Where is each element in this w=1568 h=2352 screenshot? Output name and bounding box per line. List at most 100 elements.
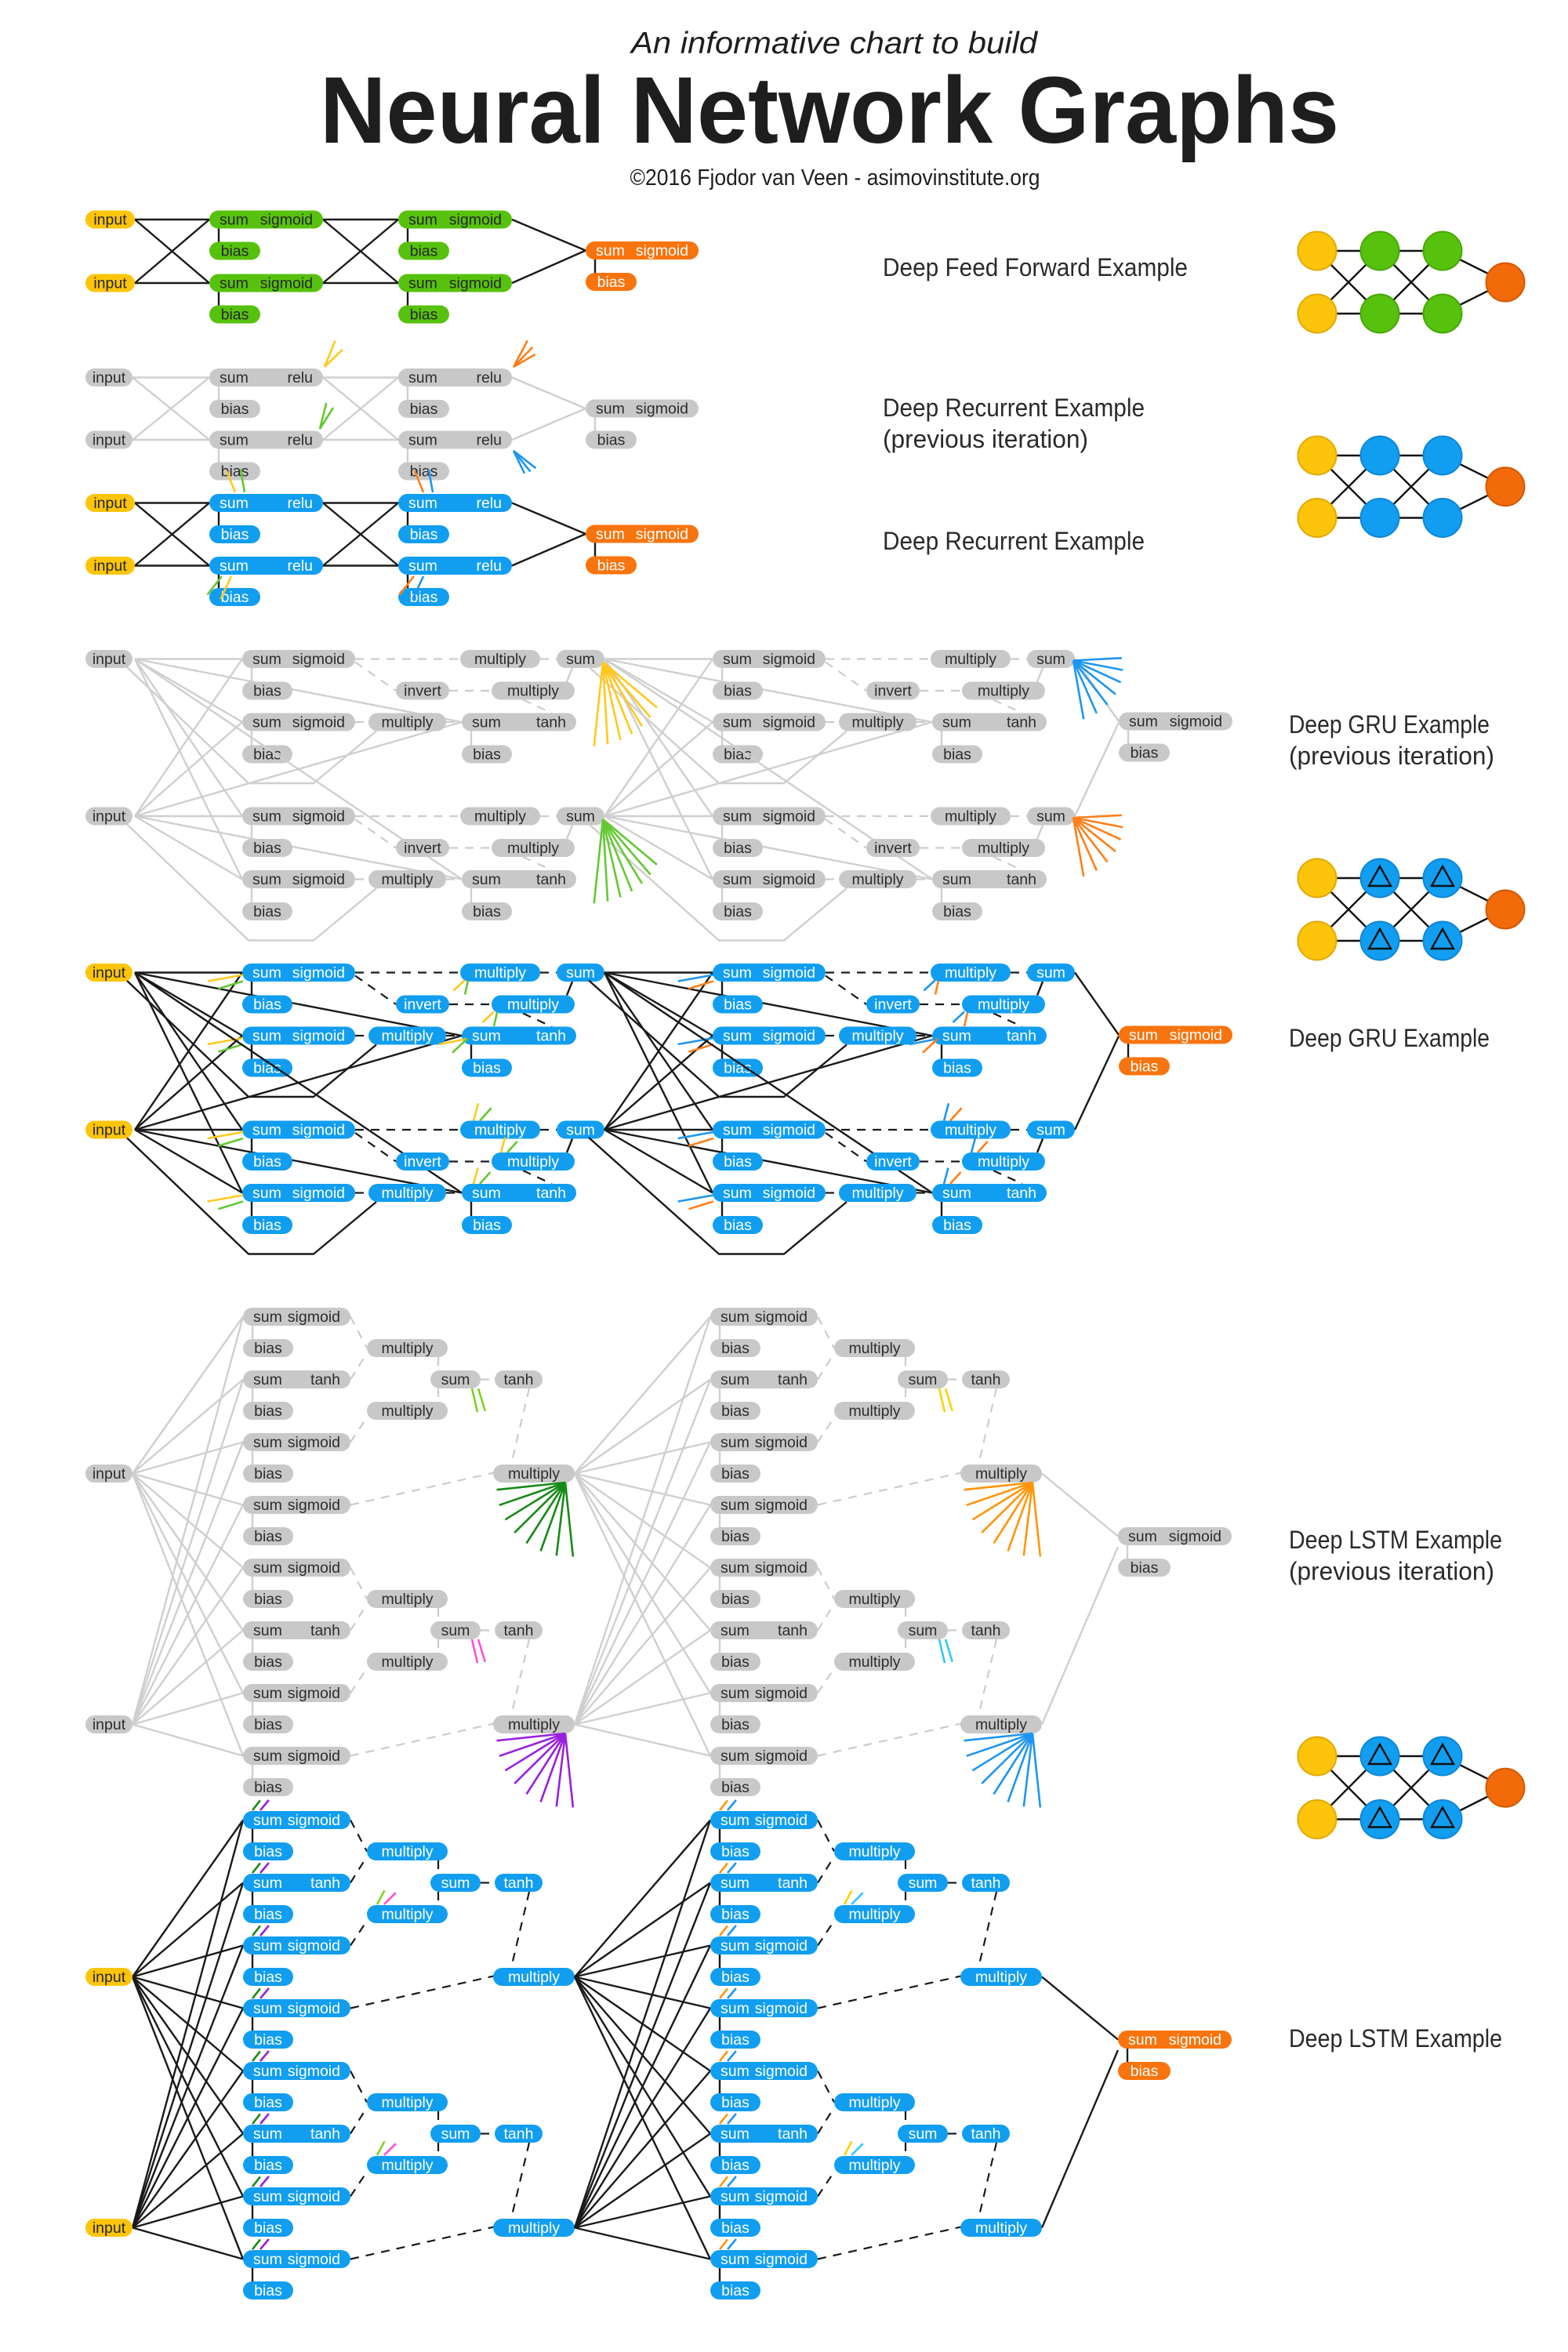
svg-text:sum: sum [408,495,437,512]
svg-text:multiply: multiply [945,964,996,982]
svg-text:tanh: tanh [971,1371,1001,1388]
svg-text:sum: sum [408,275,437,292]
svg-text:sum: sum [253,1371,282,1388]
svg-text:bias: bias [254,2282,282,2299]
svg-text:relu: relu [476,369,502,387]
svg-text:multiply: multiply [975,1716,1027,1733]
svg-text:sigmoid: sigmoid [636,401,688,418]
svg-text:bias: bias [473,903,501,920]
svg-text:multiply: multiply [381,871,433,888]
svg-text:sum: sum [253,2251,282,2268]
svg-text:sum: sum [472,871,501,888]
svg-text:sigmoid: sigmoid [755,2188,808,2205]
svg-text:tanh: tanh [971,2125,1001,2143]
svg-text:sum: sum [723,1122,752,1139]
svg-text:sigmoid: sigmoid [755,1937,808,1955]
svg-text:sum: sum [408,557,437,575]
svg-text:bias: bias [721,2094,750,2111]
svg-text:bias: bias [410,307,438,324]
svg-text:sum: sum [253,1748,282,1765]
svg-text:bias: bias [724,1060,752,1077]
svg-text:invert: invert [404,996,441,1014]
svg-text:sum: sum [1036,964,1065,982]
svg-text:sigmoid: sigmoid [1169,1528,1221,1545]
svg-text:input: input [93,964,126,982]
svg-text:multiply: multiply [978,996,1029,1014]
svg-text:invert: invert [404,1153,441,1171]
svg-text:invert: invert [404,840,441,857]
svg-text:bias: bias [254,1716,282,1733]
svg-text:multiply: multiply [507,683,559,700]
svg-text:bias: bias [721,2157,750,2174]
svg-text:sigmoid: sigmoid [288,1434,340,1451]
svg-text:sum: sum [253,1875,282,1892]
svg-text:relu: relu [287,432,313,449]
svg-text:tanh: tanh [971,1622,1001,1639]
svg-text:input: input [93,1465,126,1483]
svg-text:bias: bias [597,432,626,449]
svg-text:bias: bias [724,996,752,1014]
svg-text:sigmoid: sigmoid [763,714,815,731]
svg-text:relu: relu [287,369,313,387]
svg-text:sum: sum [723,964,752,982]
svg-text:sum: sum [909,1875,938,1892]
svg-text:multiply: multiply [508,1465,560,1483]
svg-text:sigmoid: sigmoid [288,2063,340,2080]
svg-text:bias: bias [253,746,281,764]
svg-text:bias: bias [254,1906,282,1923]
svg-text:sigmoid: sigmoid [755,2063,808,2080]
svg-text:sigmoid: sigmoid [755,1308,808,1326]
svg-text:sigmoid: sigmoid [755,1685,808,1702]
svg-text:sigmoid: sigmoid [763,871,815,888]
svg-text:bias: bias [221,243,249,260]
svg-text:sum: sum [253,2000,282,2017]
svg-text:sigmoid: sigmoid [292,651,345,668]
svg-text:bias: bias [1131,1058,1159,1076]
svg-text:tanh: tanh [778,1371,808,1388]
svg-text:multiply: multiply [851,714,903,731]
svg-text:Deep Feed Forward Example: Deep Feed Forward Example [883,253,1188,281]
svg-text:sigmoid: sigmoid [755,1434,808,1451]
svg-text:bias: bias [221,307,249,324]
svg-text:multiply: multiply [848,1653,900,1671]
svg-text:input: input [93,808,126,826]
svg-text:sum: sum [441,1622,470,1639]
svg-text:tanh: tanh [1007,1185,1036,1202]
svg-text:bias: bias [597,274,626,291]
svg-text:bias: bias [253,996,281,1014]
svg-text:multiply: multiply [848,1340,900,1357]
svg-text:invert: invert [874,1153,912,1171]
svg-text:bias: bias [253,903,281,920]
svg-text:bias: bias [943,903,971,920]
svg-text:sigmoid: sigmoid [288,1748,340,1765]
svg-text:multiply: multiply [507,1153,559,1171]
svg-text:input: input [93,2220,126,2237]
svg-text:sum: sum [720,2251,750,2268]
svg-text:multiply: multiply [474,808,526,826]
svg-text:sum: sum [252,1028,281,1045]
svg-text:sum: sum [220,495,249,512]
svg-text:tanh: tanh [1007,1028,1036,1045]
svg-text:invert: invert [874,996,912,1014]
svg-text:bias: bias [254,2157,282,2174]
svg-text:(previous iteration): (previous iteration) [1289,1557,1494,1585]
svg-text:bias: bias [721,1591,750,1608]
svg-text:input: input [93,651,126,668]
svg-text:sum: sum [253,1497,282,1514]
svg-text:tanh: tanh [778,1875,808,1892]
svg-text:sum: sum [720,1622,750,1639]
svg-text:sum: sum [408,432,437,449]
svg-text:tanh: tanh [310,1371,340,1388]
svg-text:sum: sum [252,1122,281,1139]
svg-text:sigmoid: sigmoid [763,1185,815,1202]
svg-text:sigmoid: sigmoid [636,242,688,260]
svg-text:sigmoid: sigmoid [755,2000,808,2017]
svg-text:sum: sum [720,1497,750,1514]
svg-text:bias: bias [221,401,249,418]
svg-text:Deep LSTM Example: Deep LSTM Example [1289,2024,1502,2053]
svg-text:bias: bias [721,1779,750,1796]
svg-text:bias: bias [253,683,281,700]
svg-text:sum: sum [942,871,971,888]
svg-text:multiply: multiply [848,1591,900,1608]
svg-text:tanh: tanh [778,1622,808,1639]
